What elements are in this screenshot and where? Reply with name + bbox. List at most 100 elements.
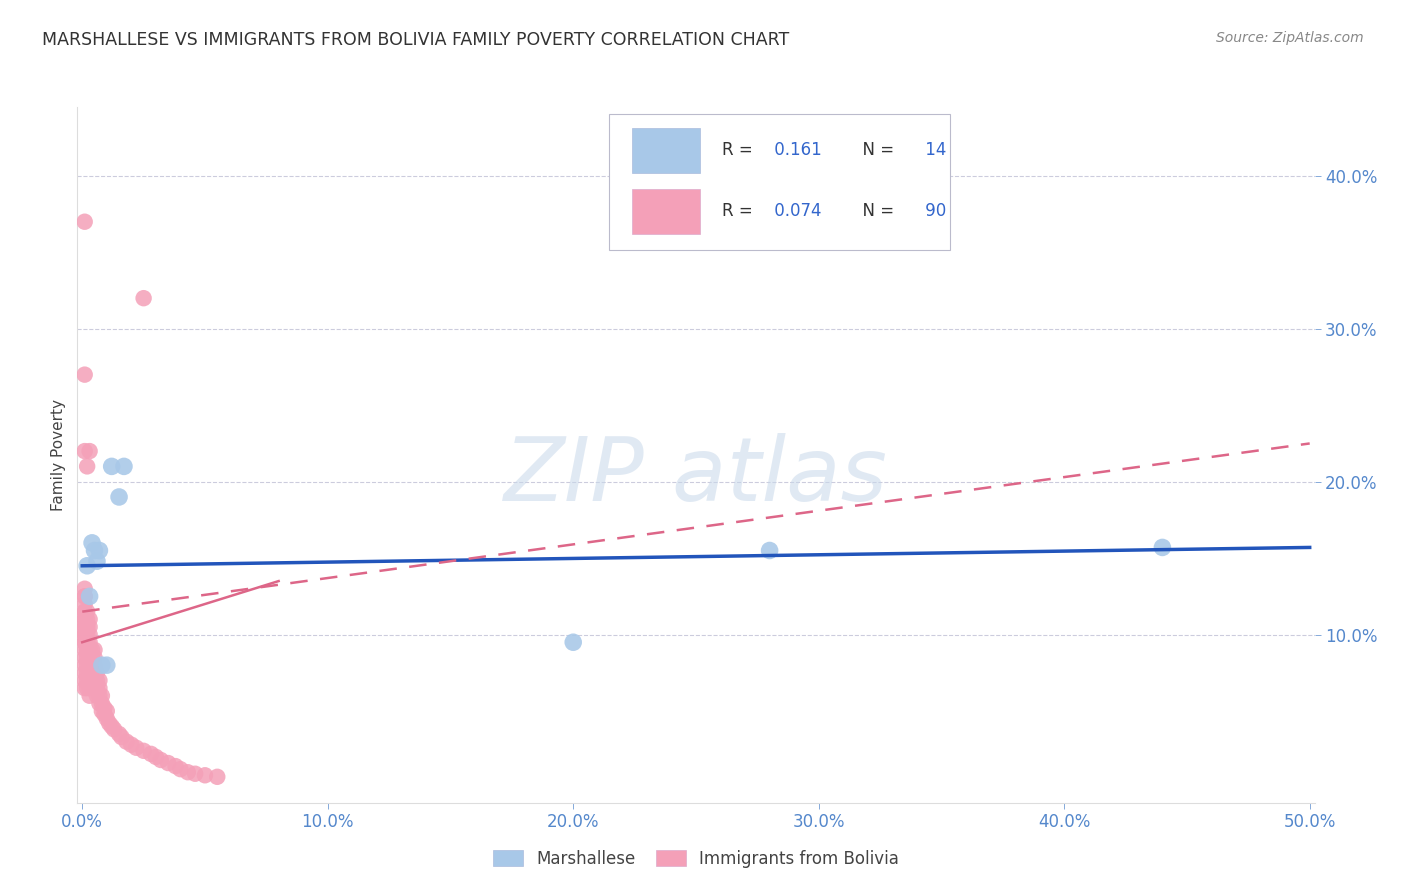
- Point: [73, 627, 96, 641]
- Point: [79, 673, 101, 688]
- Point: [73, 635, 96, 649]
- Point: [89, 689, 111, 703]
- Point: [115, 734, 138, 748]
- Point: [86, 673, 108, 688]
- Point: [96, 704, 118, 718]
- Point: [73, 368, 96, 382]
- Point: [194, 768, 217, 782]
- Point: [169, 762, 191, 776]
- Point: [73, 605, 96, 619]
- FancyBboxPatch shape: [631, 128, 700, 173]
- Point: [76, 459, 98, 474]
- Point: [89, 697, 111, 711]
- Point: [1152, 541, 1174, 555]
- Point: [73, 590, 96, 604]
- Point: [76, 673, 98, 688]
- Point: [76, 627, 98, 641]
- Point: [76, 643, 98, 657]
- Point: [83, 658, 105, 673]
- Point: [80, 536, 103, 550]
- Point: [86, 689, 108, 703]
- Point: [86, 681, 108, 695]
- Point: [83, 673, 105, 688]
- Point: [73, 597, 96, 611]
- Point: [90, 704, 112, 718]
- Point: [79, 658, 101, 673]
- Point: [73, 590, 96, 604]
- Point: [76, 681, 98, 695]
- Point: [80, 665, 103, 680]
- Point: [90, 658, 112, 673]
- Point: [79, 681, 101, 695]
- Point: [149, 753, 172, 767]
- FancyBboxPatch shape: [631, 189, 700, 234]
- Point: [73, 665, 96, 680]
- Point: [120, 738, 142, 752]
- Point: [157, 756, 180, 770]
- Point: [90, 697, 112, 711]
- Point: [83, 543, 105, 558]
- Point: [86, 554, 108, 568]
- Point: [108, 727, 131, 741]
- Point: [110, 730, 132, 744]
- Point: [76, 658, 98, 673]
- Point: [76, 643, 98, 657]
- Point: [80, 643, 103, 657]
- Point: [79, 650, 101, 665]
- Point: [90, 689, 112, 703]
- Point: [83, 681, 105, 695]
- Point: [79, 627, 101, 641]
- Point: [145, 750, 167, 764]
- Point: [76, 620, 98, 634]
- Point: [73, 627, 96, 641]
- Point: [100, 719, 122, 733]
- Point: [89, 681, 111, 695]
- Point: [73, 658, 96, 673]
- Point: [76, 605, 98, 619]
- Text: R =: R =: [721, 141, 758, 159]
- Point: [112, 459, 135, 474]
- Text: Source: ZipAtlas.com: Source: ZipAtlas.com: [1216, 31, 1364, 45]
- Point: [73, 620, 96, 634]
- Point: [79, 665, 101, 680]
- Point: [98, 716, 121, 731]
- Point: [76, 558, 98, 573]
- FancyBboxPatch shape: [609, 114, 949, 250]
- Point: [76, 635, 98, 649]
- Text: 90: 90: [920, 202, 946, 220]
- Text: 0.074: 0.074: [769, 202, 821, 220]
- Point: [79, 612, 101, 626]
- Point: [79, 689, 101, 703]
- Point: [177, 765, 200, 780]
- Point: [76, 612, 98, 626]
- Point: [79, 590, 101, 604]
- Point: [76, 635, 98, 649]
- Point: [132, 291, 155, 305]
- Point: [73, 643, 96, 657]
- Text: R =: R =: [721, 202, 758, 220]
- Point: [108, 490, 131, 504]
- Point: [132, 744, 155, 758]
- Point: [207, 770, 229, 784]
- Point: [80, 658, 103, 673]
- Point: [184, 766, 207, 780]
- Point: [165, 759, 187, 773]
- Point: [73, 444, 96, 458]
- Text: ZIP atlas: ZIP atlas: [503, 433, 889, 519]
- Point: [80, 673, 103, 688]
- Y-axis label: Family Poverty: Family Poverty: [51, 399, 66, 511]
- Point: [89, 673, 111, 688]
- Point: [73, 620, 96, 634]
- Text: 14: 14: [920, 141, 946, 159]
- Point: [79, 620, 101, 634]
- Text: N =: N =: [852, 202, 900, 220]
- Point: [125, 740, 148, 755]
- Point: [76, 665, 98, 680]
- Point: [103, 723, 125, 737]
- Point: [758, 543, 780, 558]
- Point: [80, 650, 103, 665]
- Point: [73, 605, 96, 619]
- Text: 0.161: 0.161: [769, 141, 821, 159]
- Text: N =: N =: [852, 141, 900, 159]
- Point: [73, 215, 96, 229]
